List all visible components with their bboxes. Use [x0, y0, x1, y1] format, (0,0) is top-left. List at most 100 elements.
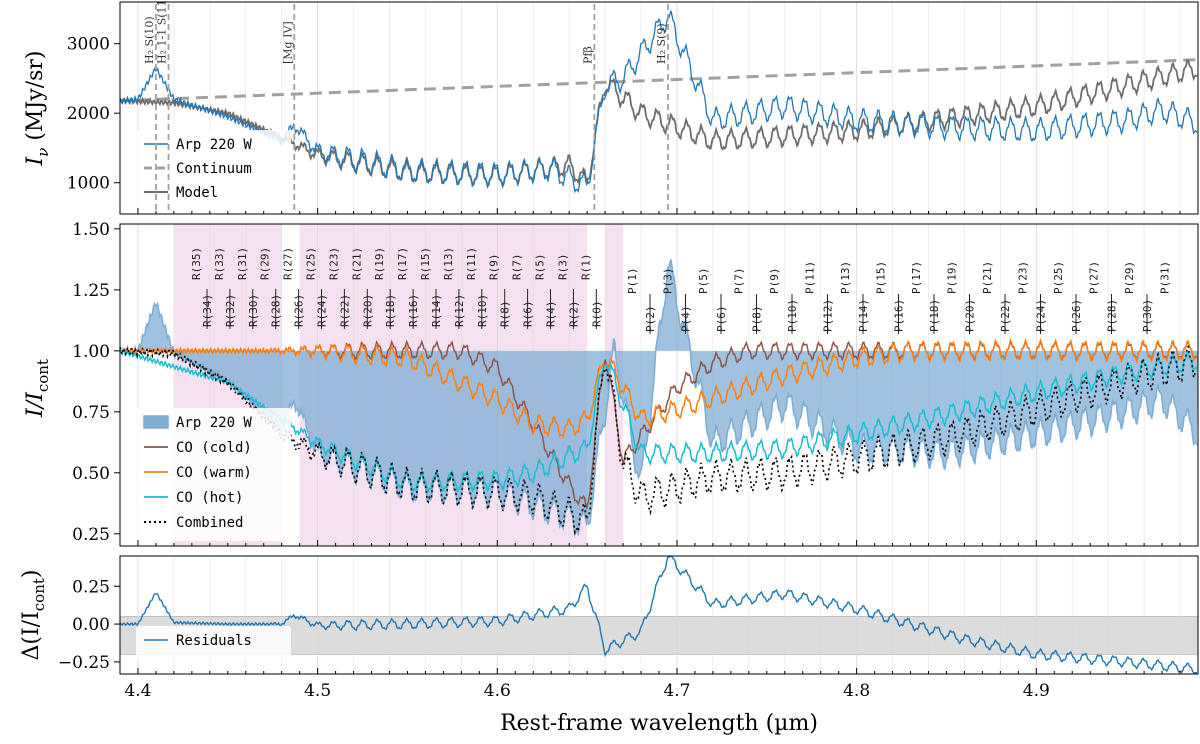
- middle-panel: R(35) R(33) R(31) R(29) R(27) R(25) R(23) R(21)…: [23, 220, 1199, 547]
- co-branch-label: R(4): [545, 301, 558, 328]
- legend-background: [136, 626, 291, 658]
- observed-fill: [120, 259, 1198, 535]
- bottom-legend: Residuals: [136, 626, 291, 658]
- legend-entry: Arp 220 W: [176, 415, 252, 431]
- co-branch-label: P(6): [715, 306, 728, 333]
- bottom-panel: 0.250.00−0.25 Δ(I/Icont) Residuals 4.4 4.…: [19, 208, 1199, 736]
- middle-y-axis-label: I/Icont: [23, 359, 52, 418]
- legend-entry: Model: [176, 185, 218, 201]
- x-axis-label: Rest-frame wavelength (µm): [500, 711, 818, 736]
- middle-plot-area: [119, 259, 1198, 537]
- co-branch-label: R(34): [201, 294, 214, 327]
- co-branch-label: P(28): [1106, 299, 1119, 332]
- line-marker-label: H₂ 1-1 S(11): [156, 0, 169, 64]
- co-branch-label: R(11): [465, 247, 478, 280]
- top-legend: Arp 220 W Continuum Model: [136, 130, 291, 210]
- co-branch-label: P(22): [999, 299, 1012, 332]
- co-branch-label: P(16): [893, 299, 906, 332]
- co-branch-label: P(11): [804, 261, 817, 294]
- x-tick-label: 4.6: [484, 681, 511, 701]
- bottom-y-label-sub: cont: [30, 578, 48, 611]
- co-branch-label: P(15): [875, 261, 888, 294]
- y-tick-label: 1.50: [72, 220, 110, 240]
- co-branch-label: P(21): [981, 261, 994, 294]
- co-branch-label: P(8): [751, 306, 764, 333]
- co-branch-label: R(19): [373, 247, 386, 280]
- legend-entry: Combined: [176, 515, 243, 531]
- y-tick-label: 1000: [67, 174, 110, 194]
- co-branch-label: R(16): [407, 294, 420, 327]
- x-tick-label: 4.9: [1023, 681, 1050, 701]
- x-axis-ticks: 4.4 4.5 4.6 4.7 4.8 4.9: [124, 208, 1181, 701]
- y-tick-label: 0.75: [72, 403, 110, 423]
- co-branch-label: R(32): [224, 294, 237, 327]
- co-branch-label: R(0): [590, 301, 603, 328]
- co-branch-label: P(17): [910, 261, 923, 294]
- legend-swatch: [143, 415, 169, 429]
- co-branch-label: R(13): [442, 247, 455, 280]
- residual-band: [119, 616, 1199, 655]
- co-branch-label: R(18): [384, 294, 397, 327]
- top-y-axis-label: Iν (MJy/sr): [23, 51, 52, 167]
- co-branch-label: R(24): [316, 294, 329, 327]
- y-tick-label: 1.25: [72, 281, 110, 301]
- model-line: [119, 58, 1198, 189]
- co-branch-label: P(7): [733, 268, 746, 295]
- residual-band-rect: [119, 616, 1199, 655]
- co-branch-label: R(23): [327, 247, 340, 280]
- co-branch-label: R(3): [556, 254, 569, 281]
- co-branch-label: R(10): [476, 294, 489, 327]
- co-branch-label: R(25): [305, 247, 318, 280]
- co-branch-label: R(29): [259, 247, 272, 280]
- x-tick-label: 4.4: [124, 681, 151, 701]
- line-marker-label: [Mg IV]: [281, 21, 294, 64]
- line-marker-label: H₂ S(9): [655, 23, 668, 64]
- legend-entry: Arp 220 W: [176, 137, 252, 153]
- co-branch-label: R(20): [361, 294, 374, 327]
- co-branch-label: R(26): [293, 294, 306, 327]
- masked-region: [605, 224, 624, 546]
- co-branch-label: R(1): [579, 254, 592, 281]
- middle-y-label-sub: cont: [34, 359, 52, 392]
- y-tick-label: 0.25: [72, 525, 110, 545]
- legend-entry: Residuals: [176, 633, 252, 649]
- x-tick-label: 4.7: [663, 681, 690, 701]
- line-marker-label: Pfβ: [581, 46, 594, 64]
- top-panel: 1000 2000 3000 Iν (MJy/sr) Arp 220 W Contin…: [23, 0, 1199, 215]
- co-branch-label: R(2): [567, 301, 580, 328]
- top-y-label-sub: ν: [34, 148, 52, 157]
- co-branch-label: P(3): [662, 268, 675, 295]
- co-branch-label: R(15): [419, 247, 432, 280]
- co-branch-label: P(24): [1035, 299, 1048, 332]
- top-plot-area: [119, 10, 1199, 194]
- bottom-plot-area: [119, 555, 1197, 674]
- co-branch-label: P(27): [1088, 261, 1101, 294]
- line-marker-label: H₂ S(10): [143, 16, 156, 64]
- top-y-label-units: (MJy/sr): [23, 51, 48, 148]
- co-branch-label: P(25): [1052, 261, 1065, 294]
- co-branch-label: R(5): [534, 254, 547, 281]
- co-branch-label: P(4): [680, 306, 693, 333]
- co-branch-label: P(29): [1123, 261, 1136, 294]
- co-branch-label: R(30): [247, 294, 260, 327]
- legend-background: [136, 408, 291, 541]
- y-tick-label: 0.00: [72, 615, 110, 635]
- co-branch-label: R(8): [499, 301, 512, 328]
- co-warm-line: [119, 337, 1198, 439]
- co-branch-label: P(12): [822, 299, 835, 332]
- y-tick-label: 1.00: [72, 342, 110, 362]
- y-tick-label: −0.25: [58, 653, 110, 673]
- y-tick-label: 0.25: [72, 577, 110, 597]
- co-branch-label: R(17): [396, 247, 409, 280]
- middle-legend: Arp 220 W CO (cold) CO (warm) CO (hot) Combi…: [136, 408, 291, 541]
- x-tick-label: 4.5: [304, 681, 331, 701]
- co-branch-label: P(9): [768, 268, 781, 295]
- co-branch-label: R(28): [270, 294, 283, 327]
- co-branch-label: P(26): [1070, 299, 1083, 332]
- co-branch-label: R(35): [190, 247, 203, 280]
- combined-line: [119, 345, 1198, 536]
- co-branch-label: P(10): [786, 299, 799, 332]
- co-branch-label: P(14): [857, 299, 870, 332]
- bottom-y-label-end: ): [19, 570, 44, 579]
